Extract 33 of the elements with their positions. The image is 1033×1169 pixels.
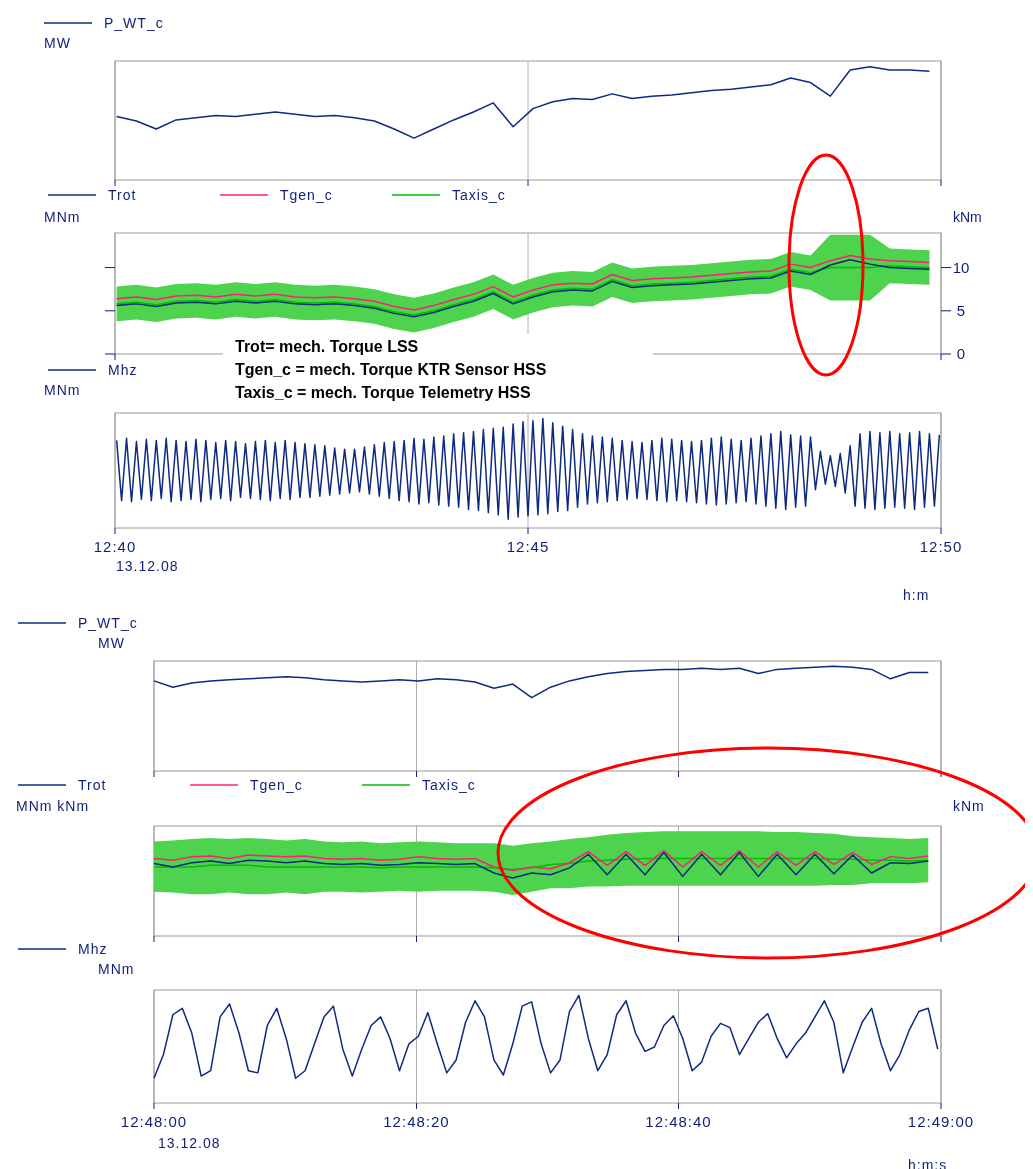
legend-label: Mhz [108, 362, 138, 378]
x-tick-label: 12:48:40 [645, 1113, 712, 1130]
annotation: Trot= mech. Torque LSS [235, 338, 419, 355]
y-tick-label: 0 [956, 345, 966, 362]
legend-label: Tgen_c [250, 777, 303, 793]
legend-label: Taxis_c [422, 777, 476, 793]
x-axis-title: h:m [903, 587, 930, 603]
x-tick-label: 12:48:20 [383, 1113, 450, 1130]
y-tick-label: 10 [952, 258, 970, 276]
legend-label: Tgen_c [280, 187, 333, 203]
legend-label: P_WT_c [78, 615, 138, 631]
text: 13.12.08 [158, 1135, 221, 1151]
legend-label: Trot [108, 187, 137, 203]
line-series [115, 254, 931, 311]
y-axis-title: MW [98, 635, 125, 651]
legend-label: Mhz [78, 941, 108, 957]
y-axis-title: MW [44, 35, 71, 51]
x-tick-label: 12:40 [93, 538, 137, 555]
y-axis-title: MNm [98, 961, 135, 977]
text: kNm [953, 798, 985, 814]
y-axis-title: MNm kNm [16, 798, 90, 814]
x-tick-label: 12:48:00 [120, 1113, 188, 1130]
legend-label: Trot [78, 777, 107, 793]
legend-label: Taxis_c [452, 187, 506, 203]
x-tick-label: 12:50 [919, 538, 963, 555]
y-tick-label: 5 [956, 301, 966, 319]
y2-axis-title: kNm [953, 209, 982, 225]
x-tick-label: 12:45 [506, 538, 550, 555]
text: 13.12.08 [116, 558, 179, 574]
x-tick-label: 12:49:00 [907, 1113, 975, 1130]
y-axis-title: MNm [44, 382, 81, 398]
y-axis-title: MNm [44, 209, 81, 225]
legend-label: P_WT_c [104, 15, 164, 31]
